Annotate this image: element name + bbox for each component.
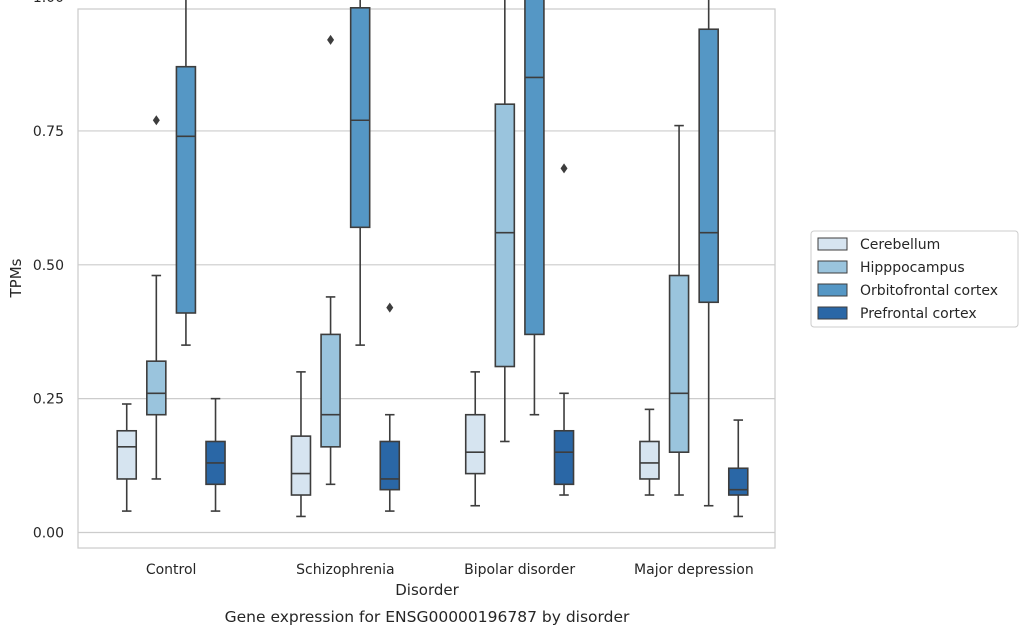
box-iqr	[553, 429, 575, 486]
legend-swatch	[817, 306, 848, 320]
y-axis-label: TPMs	[7, 258, 25, 298]
y-tick-label: 1.00	[33, 0, 64, 6]
x-axis-ticks: Control Schizophrenia Bipolar disorder Majo…	[146, 562, 754, 578]
box-iqr	[146, 360, 167, 416]
box-plot	[494, 0, 516, 443]
box-series	[116, 0, 749, 518]
outlier-point	[386, 302, 394, 313]
box-plot	[639, 408, 660, 496]
box-plot	[698, 0, 719, 507]
x-tick-label: Control	[146, 562, 197, 578]
y-tick-label: 0.75	[33, 124, 64, 140]
box-plot	[205, 397, 226, 512]
x-axis-label: Disorder	[395, 581, 459, 599]
box-iqr	[727, 467, 749, 496]
legend-label: Prefrontal cortex	[860, 306, 977, 322]
box-iqr	[349, 7, 371, 229]
box-iqr	[639, 440, 660, 480]
x-tick-label: Schizophrenia	[296, 562, 394, 578]
x-tick-label: Major depression	[634, 562, 754, 578]
y-tick-label: 0.00	[33, 526, 64, 542]
box-iqr	[379, 440, 401, 491]
box-iqr	[116, 429, 138, 480]
y-tick-label: 0.25	[33, 392, 64, 408]
box-iqr	[524, 0, 545, 336]
box-plot	[175, 0, 197, 346]
legend-swatch	[817, 283, 848, 297]
box-plot	[668, 124, 690, 496]
outlier-point	[152, 115, 160, 126]
box-iqr	[320, 333, 341, 448]
box-plot	[464, 371, 486, 507]
legend-label: Hipppocampus	[860, 260, 965, 276]
box-iqr	[175, 65, 197, 314]
box-plot	[553, 163, 575, 496]
legend-swatch	[817, 260, 848, 274]
box-plot	[524, 0, 545, 416]
box-iqr	[290, 435, 312, 496]
box-iqr	[494, 103, 516, 368]
box-plot	[320, 34, 341, 486]
x-tick-label: Bipolar disorder	[464, 562, 575, 578]
legend-label: Orbitofrontal cortex	[860, 283, 998, 299]
box-plot	[379, 302, 401, 512]
box-plot	[290, 371, 312, 518]
outlier-point	[327, 34, 335, 45]
legend-swatch	[817, 237, 848, 251]
y-tick-label: 0.50	[33, 258, 64, 274]
plot-area-frame	[77, 8, 776, 549]
box-plot	[116, 403, 138, 512]
y-axis-ticks: 0.000.250.500.751.001.251.501.75	[33, 0, 64, 542]
box-plot	[349, 0, 371, 346]
box-iqr	[668, 274, 690, 453]
legend: Cerebellum Hipppocampus Orbitofrontal cort…	[810, 230, 1019, 328]
figure-caption: Gene expression for ENSG00000196787 by d…	[225, 608, 630, 626]
legend-frame	[810, 230, 1019, 328]
box-iqr	[464, 413, 486, 475]
box-plot	[146, 115, 167, 480]
box-plot	[727, 419, 749, 518]
outlier-point	[560, 163, 568, 174]
box-iqr	[698, 28, 719, 304]
legend-label: Cerebellum	[860, 237, 940, 253]
